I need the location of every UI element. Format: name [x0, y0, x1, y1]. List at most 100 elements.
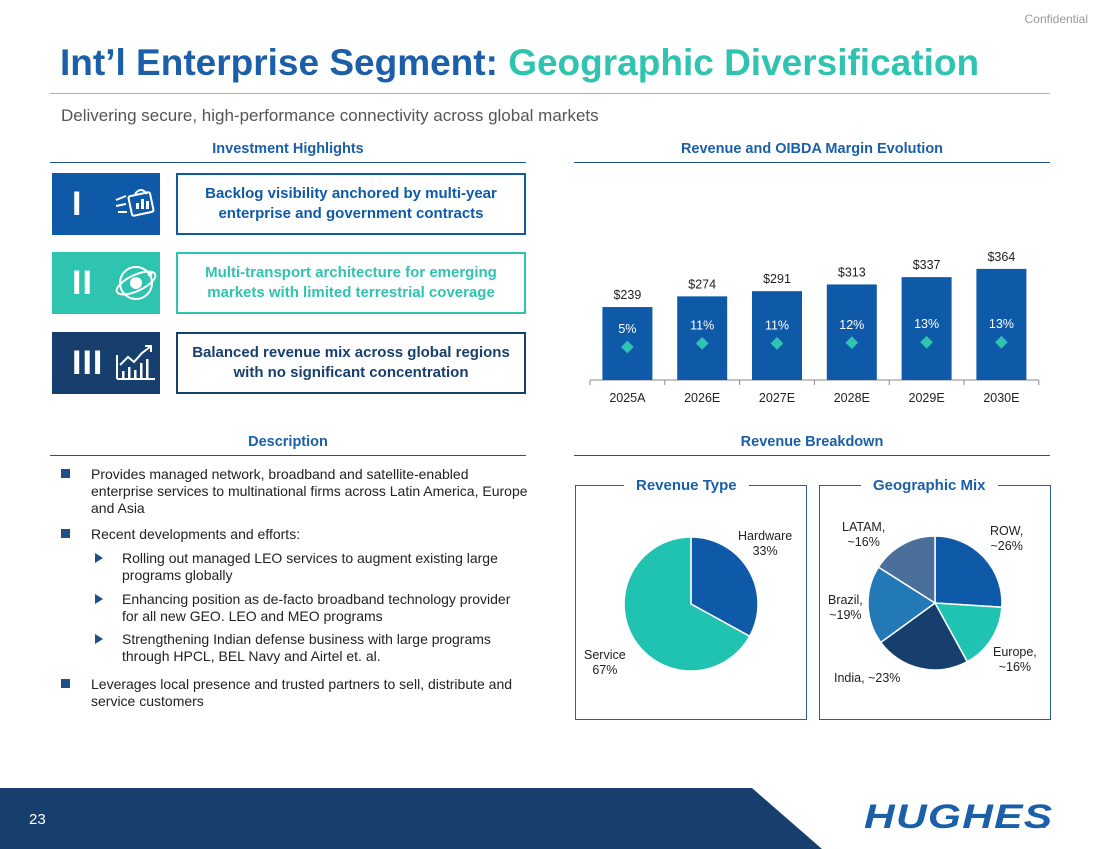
revenue-value-label: $291 — [763, 272, 791, 286]
revenue-breakdown-heading: Revenue Breakdown — [574, 434, 1050, 456]
description-sub-bullet: Enhancing position as de-facto broadband… — [58, 591, 528, 625]
bullet-arrow-icon — [95, 634, 103, 645]
pie-label: LATAM, ~16% — [842, 520, 885, 550]
confidential-label: Confidential — [1024, 12, 1088, 26]
title-divider — [50, 93, 1050, 94]
pie-label-value: ~23% — [868, 671, 901, 685]
revenue-bar — [901, 277, 952, 380]
revenue-bar — [976, 268, 1027, 380]
revenue-chart-heading: Revenue and OIBDA Margin Evolution — [574, 141, 1050, 163]
description-bullet-text: Provides managed network, broadband and … — [91, 466, 528, 516]
page-subtitle: Delivering secure, high-performance conn… — [61, 106, 599, 125]
pie-label-name: Brazil, — [828, 593, 863, 607]
description-bullet: Leverages local presence and trusted par… — [58, 676, 528, 710]
pie-slice — [934, 535, 1003, 609]
description-sub-bullet-text: Enhancing position as de-facto broadband… — [122, 590, 511, 624]
description-sub-bullet-text: Rolling out managed LEO services to augm… — [122, 550, 498, 583]
description-sub-bullet-text: Strengthening Indian defense business wi… — [122, 631, 491, 665]
margin-value-label: 5% — [618, 322, 636, 336]
bullet-square-icon — [61, 469, 70, 478]
pie-label: Hardware 33% — [738, 529, 792, 559]
revenue-type-title: Revenue Type — [624, 477, 749, 494]
description-bullet-text: Leverages local presence and trusted par… — [91, 675, 513, 709]
pie-label-value: ~16% — [998, 660, 1032, 674]
pie-label-value: 33% — [752, 544, 778, 558]
x-tick-label: 2027E — [759, 391, 795, 405]
highlight-3-text: Balanced revenue mix across global regio… — [176, 332, 526, 394]
pie-label-name: Service — [584, 648, 626, 662]
margin-value-label: 13% — [989, 317, 1014, 331]
description-bullet: Recent developments and efforts: — [58, 526, 528, 543]
pie-label-value: ~19% — [829, 608, 862, 622]
pie-label: Service 67% — [584, 648, 626, 678]
x-tick-label: 2029E — [909, 391, 945, 405]
description-sub-bullet: Rolling out managed LEO services to augm… — [58, 550, 528, 584]
pie-label-value: ~26% — [990, 539, 1023, 553]
highlight-2-text: Multi-transport architecture for emergin… — [176, 252, 526, 314]
geographic-mix-title: Geographic Mix — [861, 477, 998, 494]
margin-value-label: 11% — [690, 318, 714, 332]
pie-label-name: ROW, — [990, 524, 1024, 538]
handshake-contract-icon — [115, 189, 155, 217]
pie-label: Europe, ~16% — [993, 645, 1037, 675]
revenue-bar — [752, 291, 802, 380]
description-bullet-text: Recent developments and efforts: — [91, 526, 301, 543]
revenue-value-label: $313 — [838, 265, 866, 279]
pie-slice — [879, 601, 969, 671]
footer-bar — [0, 788, 822, 849]
revenue-type-pie — [623, 536, 759, 672]
growth-chart-icon — [116, 345, 155, 380]
pie-label-value: ~16% — [847, 535, 880, 549]
pie-label-name: LATAM, — [842, 520, 886, 534]
pie-label-name: Hardware — [738, 529, 793, 543]
highlight-3-numeral: III — [72, 343, 104, 382]
x-tick-label: 2026E — [684, 391, 720, 405]
bullet-arrow-icon — [95, 553, 103, 564]
description-heading: Description — [50, 434, 526, 456]
margin-value-label: 13% — [914, 317, 939, 331]
pie-label-name: India, — [834, 671, 865, 685]
title-accent: Geographic Diversification — [508, 42, 980, 83]
margin-value-label: 12% — [839, 318, 864, 332]
bullet-square-icon — [61, 529, 70, 539]
pie-label: Brazil, ~19% — [828, 593, 863, 623]
highlight-2-numeral: II — [72, 263, 93, 302]
description-list: Provides managed network, broadband and … — [58, 466, 528, 720]
geographic-mix-pie — [867, 535, 1003, 671]
hughes-logo: HUGHES — [864, 798, 1054, 836]
pie-label: ROW, ~26% — [990, 524, 1023, 554]
description-sub-bullet: Strengthening Indian defense business wi… — [58, 631, 528, 665]
margin-value-label: 11% — [765, 318, 789, 332]
pie-slice — [877, 535, 936, 605]
revenue-value-label: $337 — [913, 258, 941, 272]
highlight-1-icon-block: I — [52, 173, 160, 235]
highlight-3-icon-block: III — [52, 332, 160, 394]
revenue-value-label: $239 — [613, 288, 641, 302]
revenue-value-label: $274 — [688, 277, 716, 291]
revenue-bar — [826, 284, 877, 380]
title-main: Int’l Enterprise Segment: — [60, 42, 498, 83]
x-tick-label: 2030E — [983, 391, 1019, 405]
satellite-orbit-icon — [115, 266, 157, 300]
margin-marker — [621, 340, 634, 354]
page-title: Int’l Enterprise Segment: Geographic Div… — [60, 42, 979, 84]
revenue-value-label: $364 — [987, 250, 1015, 264]
page-number: 23 — [29, 811, 46, 828]
bullet-square-icon — [61, 678, 70, 688]
investment-highlights-heading: Investment Highlights — [50, 141, 526, 163]
highlight-1-text: Backlog visibility anchored by multi-yea… — [176, 173, 526, 235]
pie-slice — [623, 536, 751, 672]
pie-label-name: Europe, — [993, 645, 1037, 659]
pie-label: India, ~23% — [834, 671, 900, 686]
bullet-arrow-icon — [95, 593, 103, 604]
pie-slice — [933, 602, 1003, 663]
pie-slice — [867, 566, 937, 644]
highlight-2-icon-block: II — [52, 252, 160, 314]
logo-trademark-dot — [1042, 824, 1046, 828]
highlight-1-numeral: I — [72, 184, 83, 223]
revenue-oibda-chart: $239 5% 2025A $274 11% 2026E $291 11% 2027E $313 1… — [589, 250, 1040, 405]
x-tick-label: 2028E — [834, 391, 870, 405]
pie-label-value: 67% — [592, 663, 618, 677]
x-tick-label: 2025A — [609, 391, 646, 405]
description-bullet: Provides managed network, broadband and … — [58, 466, 528, 516]
